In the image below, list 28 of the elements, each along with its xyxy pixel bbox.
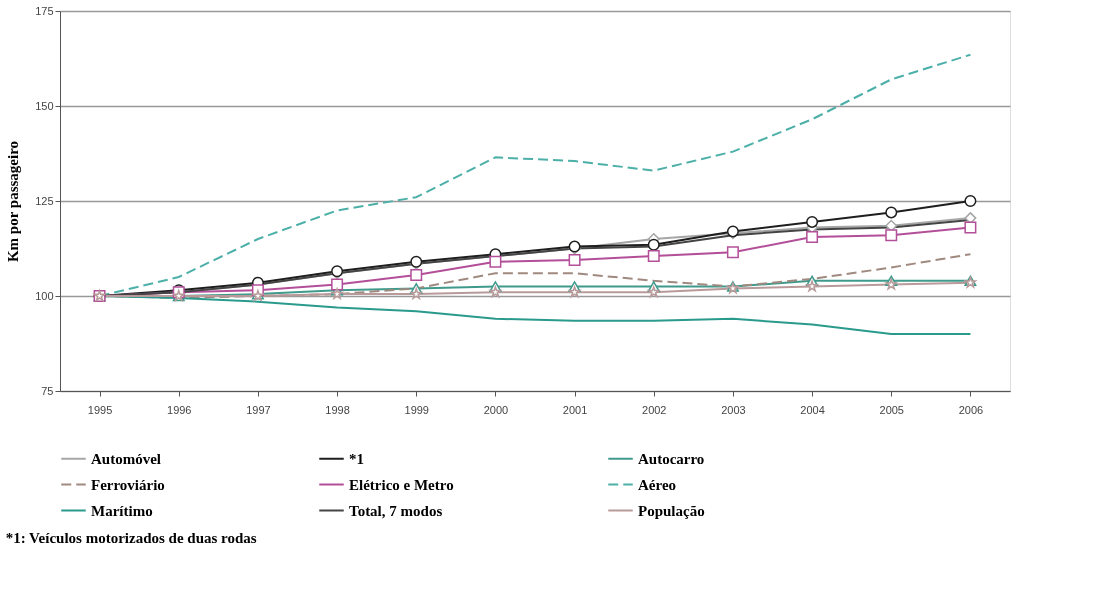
x-tick-label: 1998 <box>325 403 350 416</box>
y-tick-label: 175 <box>35 4 54 17</box>
x-tick-label: 2004 <box>800 403 825 416</box>
x-tick-label: 1995 <box>87 403 113 416</box>
y-tick-label: 75 <box>41 384 54 397</box>
x-tick-label: 2005 <box>879 403 904 416</box>
legend-label: Ferroviário <box>91 476 165 493</box>
legend-label: *1 <box>349 450 364 467</box>
x-tick-label: 2001 <box>562 403 588 416</box>
x-tick-label: 1997 <box>246 403 271 416</box>
legend-label: Marítimo <box>91 502 153 519</box>
legend-label: Total, 7 modos <box>349 502 443 519</box>
text: *1: Veículos motorizados de duas rodas <box>5 530 257 546</box>
legend-label: Autocarro <box>638 450 705 467</box>
y-tick-label: 100 <box>35 289 54 302</box>
y-tick-label: 150 <box>35 99 54 112</box>
x-tick-label: 2002 <box>642 403 667 416</box>
legend-label: População <box>638 502 705 519</box>
legend-label: Aéreo <box>638 476 677 493</box>
x-tick-label: 2006 <box>958 403 984 416</box>
y-tick-label: 125 <box>35 194 54 207</box>
x-tick-label: 1999 <box>404 403 429 416</box>
x-tick-label: 2003 <box>721 403 746 416</box>
legend-label: Automóvel <box>91 450 161 467</box>
legend-label: Elétrico e Metro <box>349 476 454 493</box>
x-tick-label: 1996 <box>167 403 192 416</box>
x-tick-label: 2000 <box>483 403 509 416</box>
y-axis-title: Km por passageiro <box>5 140 22 263</box>
